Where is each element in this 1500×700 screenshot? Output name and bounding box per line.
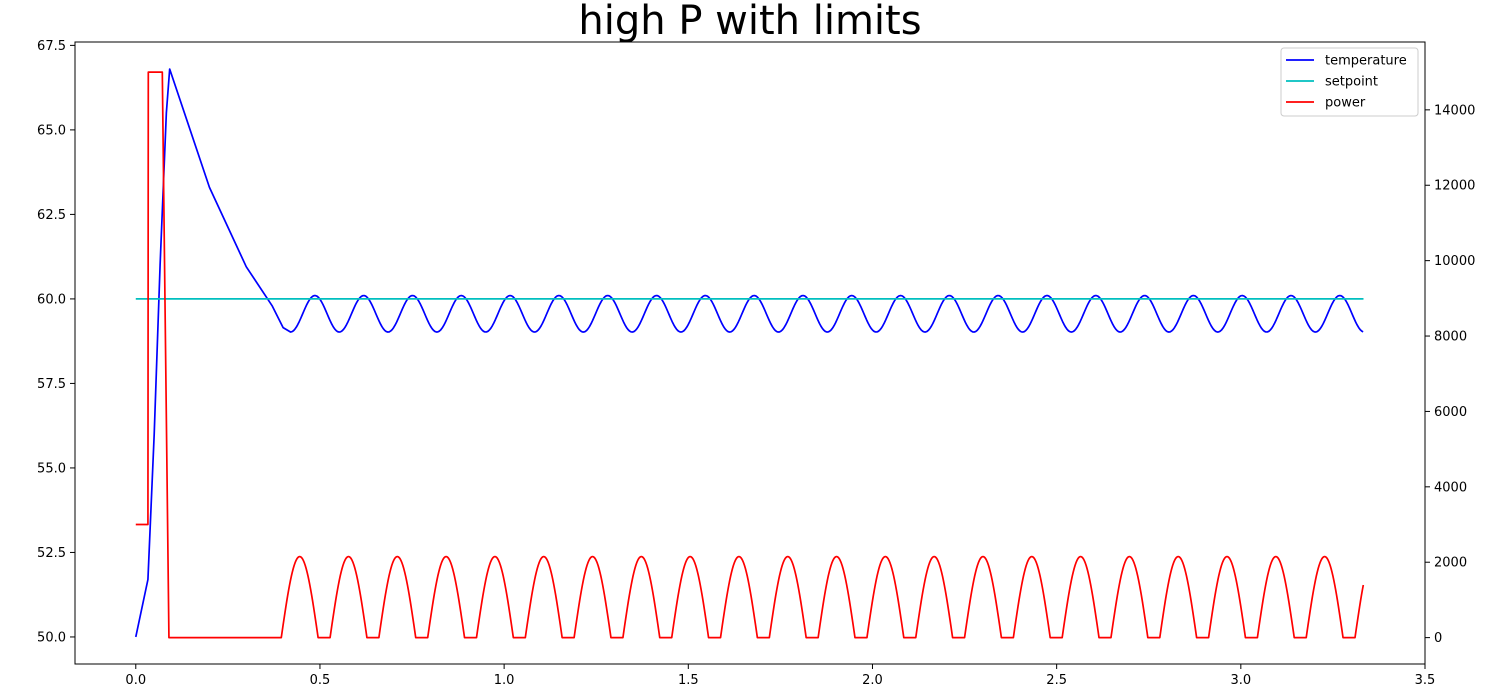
y-left-tick-label: 60.0	[37, 292, 66, 307]
y-right-tick-label: 2000	[1434, 556, 1467, 571]
series-line-power	[135, 71, 1365, 639]
y-left-tick-label: 65.0	[37, 123, 66, 138]
y-left-tick-label: 57.5	[37, 377, 66, 392]
series-layer	[134, 68, 1365, 639]
y-right-tick-label: 12000	[1434, 179, 1475, 194]
y-right-tick-label: 0	[1434, 631, 1442, 646]
y-left-tick-label: 52.5	[37, 546, 66, 561]
y-right-tick-label: 8000	[1434, 330, 1467, 345]
y-right-tick-label: 4000	[1434, 480, 1467, 495]
legend-label-setpoint: setpoint	[1325, 75, 1378, 90]
x-tick-label: 1.5	[678, 673, 699, 688]
x-tick-label: 3.0	[1230, 673, 1251, 688]
chart-title: high P with limits	[578, 0, 921, 44]
y-left-tick-label: 62.5	[37, 208, 66, 223]
y-axis-right: 0 2000 4000 6000 8000 10000 12000 14000	[1425, 103, 1475, 646]
x-tick-label: 1.0	[494, 673, 515, 688]
legend-label-power: power	[1325, 96, 1366, 111]
x-axis: 0.0 0.5 1.0 1.5 2.0 2.5 3.0 3.5	[125, 664, 1435, 688]
y-axis-left: 50.0 52.5 55.0 57.5 60.0 62.5 65.0 67.5	[37, 39, 75, 645]
legend-box	[1280, 47, 1419, 117]
legend-label-temperature: temperature	[1325, 54, 1407, 69]
x-tick-label: 0.0	[125, 673, 146, 688]
x-tick-label: 0.5	[310, 673, 331, 688]
y-left-tick-label: 50.0	[37, 630, 66, 645]
x-tick-label: 3.5	[1415, 673, 1436, 688]
x-tick-label: 2.5	[1046, 673, 1067, 688]
y-left-tick-label: 55.0	[37, 461, 66, 476]
y-right-tick-label: 14000	[1434, 103, 1475, 118]
x-tick-label: 2.0	[862, 673, 883, 688]
plot-frame	[74, 41, 1426, 665]
y-left-tick-label: 67.5	[37, 39, 66, 54]
y-right-tick-label: 6000	[1434, 405, 1467, 420]
y-right-tick-label: 10000	[1434, 254, 1475, 269]
legend: temperature setpoint power	[1280, 47, 1419, 117]
